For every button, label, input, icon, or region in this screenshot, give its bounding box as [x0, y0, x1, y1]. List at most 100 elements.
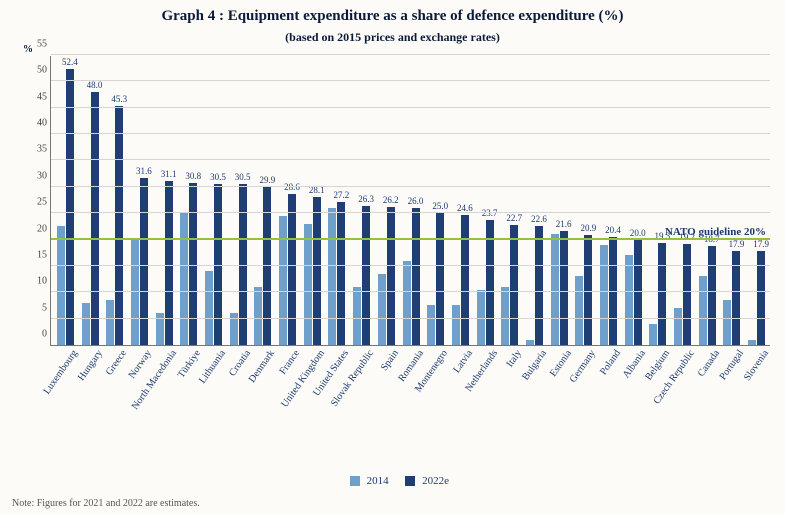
bar	[600, 245, 608, 345]
y-tick-label: 20	[25, 223, 47, 234]
bar	[205, 271, 213, 345]
bar-pair: 27.2	[328, 202, 345, 345]
bar: 28.1	[313, 197, 321, 345]
x-tick-label: Spain	[379, 348, 401, 373]
chart-title: Graph 4 : Equipment expenditure as a sha…	[0, 8, 785, 25]
legend-swatch-2014	[350, 476, 360, 486]
footnote: Note: Figures for 2021 and 2022 are esti…	[12, 498, 200, 509]
gridline	[51, 265, 770, 266]
bar	[452, 305, 460, 345]
bar: 27.2	[337, 202, 345, 345]
gridline	[51, 212, 770, 213]
bar: 31.6	[140, 178, 148, 345]
y-tick-label: 10	[25, 276, 47, 287]
bar	[625, 255, 633, 345]
bar-value-label: 28.6	[284, 182, 300, 192]
bar-value-label: 22.6	[531, 214, 547, 224]
x-tick-label: Slovenia	[742, 348, 771, 383]
bar-pair: 30.8	[180, 183, 197, 345]
bar-value-label: 30.5	[210, 172, 226, 182]
bar-pair: 25.0	[427, 213, 444, 345]
bar	[82, 303, 90, 345]
bar: 20.9	[584, 235, 592, 345]
bar-value-label: 17.9	[729, 239, 745, 249]
y-tick-label: 35	[25, 144, 47, 155]
bar-pair: 19.2	[674, 244, 691, 345]
plot-area: % 52.448.045.331.631.130.830.530.529.928…	[50, 56, 770, 346]
x-tick-label: Italy	[505, 348, 525, 369]
bar-pair: 29.9	[254, 187, 271, 345]
bar	[353, 287, 361, 345]
bar	[180, 213, 188, 345]
bar	[304, 224, 312, 345]
gridline	[51, 291, 770, 292]
bar-pair: 52.4	[57, 69, 74, 345]
bar	[427, 305, 435, 345]
y-tick-label: 45	[25, 91, 47, 102]
bar-value-label: 17.9	[753, 239, 769, 249]
bar-value-label: 20.4	[605, 225, 621, 235]
bar-value-label: 52.4	[62, 57, 78, 67]
bar	[748, 340, 756, 345]
y-tick-label: 40	[25, 118, 47, 129]
bar-value-label: 27.2	[334, 190, 350, 200]
bar: 30.8	[189, 183, 197, 345]
y-tick-label: 55	[25, 39, 47, 50]
bar-value-label: 26.2	[383, 195, 399, 205]
bar	[254, 287, 262, 345]
bar: 19.3	[658, 243, 666, 345]
bar: 22.6	[535, 226, 543, 345]
bar: 45.3	[115, 106, 123, 345]
bar-value-label: 26.0	[408, 196, 424, 206]
x-tick-label: Poland	[598, 348, 623, 377]
bar	[501, 287, 509, 345]
bar: 22.7	[510, 225, 518, 345]
bar-pair: 18.7	[699, 246, 716, 345]
gridline	[51, 159, 770, 160]
gridline	[51, 107, 770, 108]
legend-label-2022e: 2022e	[422, 475, 449, 487]
bar-pair: 31.1	[156, 181, 173, 345]
bar-pair: 22.6	[526, 226, 543, 345]
bar: 18.7	[708, 246, 716, 345]
bar	[378, 274, 386, 345]
gridline	[51, 186, 770, 187]
bar-group-container: 52.448.045.331.631.130.830.530.529.928.6…	[53, 56, 768, 345]
nato-guideline	[51, 238, 770, 240]
bar: 26.2	[387, 207, 395, 345]
nato-guideline-label: NATO guideline 20%	[665, 226, 766, 238]
legend: 2014 2022e	[0, 475, 785, 487]
bar	[649, 324, 657, 345]
gridline	[51, 80, 770, 81]
bar-pair: 45.3	[106, 106, 123, 345]
bar	[575, 276, 583, 345]
bar-value-label: 20.9	[580, 223, 596, 233]
bar: 52.4	[66, 69, 74, 345]
chart-area: % 52.448.045.331.631.130.830.530.529.928…	[50, 56, 770, 436]
bar-pair: 21.6	[551, 231, 568, 345]
gridline	[51, 318, 770, 319]
bar-value-label: 25.0	[432, 201, 448, 211]
bar-pair: 26.3	[353, 206, 370, 345]
bar-pair: 26.0	[403, 208, 420, 345]
bar	[106, 300, 114, 345]
bar-value-label: 30.5	[235, 172, 251, 182]
legend-label-2014: 2014	[367, 475, 389, 487]
bar: 21.6	[560, 231, 568, 345]
x-tick-label: Luxembourg	[41, 348, 80, 396]
bar	[526, 340, 534, 345]
bar: 26.3	[362, 206, 370, 345]
bar-pair: 48.0	[82, 92, 99, 345]
bar-pair: 28.6	[279, 194, 296, 345]
y-tick-label: 25	[25, 197, 47, 208]
bar-pair: 22.7	[501, 225, 518, 345]
bar-pair: 24.6	[452, 215, 469, 345]
bar	[551, 234, 559, 345]
y-tick-label: 0	[25, 329, 47, 340]
bar-pair: 19.3	[649, 243, 666, 345]
bar-value-label: 30.8	[185, 171, 201, 181]
bar: 19.2	[683, 244, 691, 345]
legend-swatch-2022e	[405, 476, 415, 486]
bar	[723, 300, 731, 345]
bar: 24.6	[461, 215, 469, 345]
